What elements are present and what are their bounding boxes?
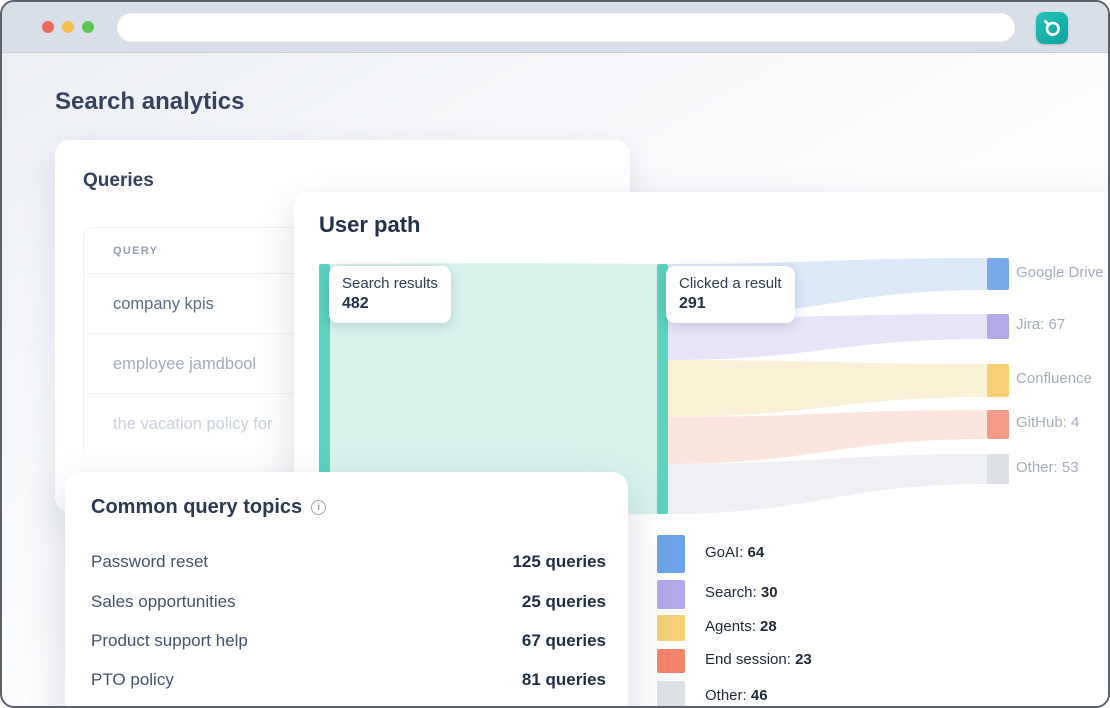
window-controls (42, 21, 94, 33)
gosearch-extension-button[interactable] (1036, 12, 1068, 44)
url-bar[interactable] (117, 13, 1015, 42)
user-path-title: User path (319, 212, 421, 237)
destination-label-confluence: Confluence (1016, 370, 1092, 387)
node-agents (657, 615, 685, 641)
user-path-card: User path (294, 192, 1108, 706)
page-title: Search analytics (55, 88, 245, 115)
topic-label: PTO policy (91, 669, 174, 689)
flow-search-to-clicked (330, 263, 657, 515)
destination-label-other: Other: 53 (1016, 459, 1079, 476)
topic-row[interactable]: PTO policy 81 queries (91, 660, 606, 699)
info-icon[interactable]: i (311, 500, 327, 515)
destination-label-github: GitHub: 4 (1016, 414, 1080, 431)
flow-clicked-to-jira (668, 314, 987, 360)
node-other-outcome (657, 681, 685, 706)
outcome-label-agents: Agents: 28 (705, 618, 777, 635)
outcome-label-other: Other: 46 (705, 687, 768, 704)
queries-card-title: Queries (83, 170, 154, 191)
browser-chrome (2, 2, 1108, 53)
topic-count: 67 queries (521, 630, 606, 650)
topic-row[interactable]: Product support help 67 queries (91, 621, 606, 660)
outcome-label-goai: GoAI: 64 (705, 544, 765, 561)
topic-label: Sales opportunities (91, 591, 236, 611)
outcome-label-search: Search: 30 (705, 584, 778, 601)
maximize-window-button[interactable] (82, 21, 94, 33)
outcome-label-end-session: End session: 23 (705, 651, 812, 668)
query-row[interactable]: the vacation policy for (113, 415, 273, 433)
topics-card-title: Common query topics (91, 496, 303, 518)
topic-label: Product support help (91, 630, 248, 650)
topic-label: Password reset (91, 551, 209, 571)
node-clicked-a-result (657, 264, 668, 514)
node-end-session (657, 649, 685, 673)
chip-label: Search results (342, 275, 438, 292)
topic-count: 81 queries (521, 669, 606, 689)
topic-count: 25 queries (521, 591, 606, 611)
node-confluence (987, 364, 1009, 397)
topics-card: Common query topics i Password reset 125… (65, 472, 628, 706)
node-search (657, 580, 685, 609)
search-results-chip: Search results 482 (329, 266, 451, 323)
node-jira (987, 314, 1009, 339)
chip-value: 291 (679, 295, 706, 312)
flow-clicked-to-other (668, 454, 987, 514)
close-window-button[interactable] (42, 21, 54, 33)
clicked-result-chip: Clicked a result 291 (666, 266, 795, 323)
node-goai (657, 535, 685, 573)
destination-label-google-drive: Google Drive (1016, 264, 1104, 281)
node-other-destination (987, 454, 1009, 484)
topic-row[interactable]: Sales opportunities 25 queries (91, 582, 606, 621)
flow-clicked-to-confluence (668, 360, 987, 417)
gosearch-logo-icon (1043, 19, 1060, 36)
chip-label: Clicked a result (679, 275, 782, 292)
node-search-results (319, 264, 330, 514)
destination-label-jira: Jira: 67 (1016, 316, 1066, 333)
chip-value: 482 (342, 295, 369, 312)
topic-row[interactable]: Password reset 125 queries (91, 542, 606, 581)
flow-clicked-to-github (668, 410, 987, 464)
node-google-drive (987, 258, 1009, 290)
minimize-window-button[interactable] (62, 21, 74, 33)
node-github (987, 410, 1009, 439)
topics-card-header: Common query topics i (91, 496, 327, 519)
topic-count: 125 queries (512, 551, 606, 571)
